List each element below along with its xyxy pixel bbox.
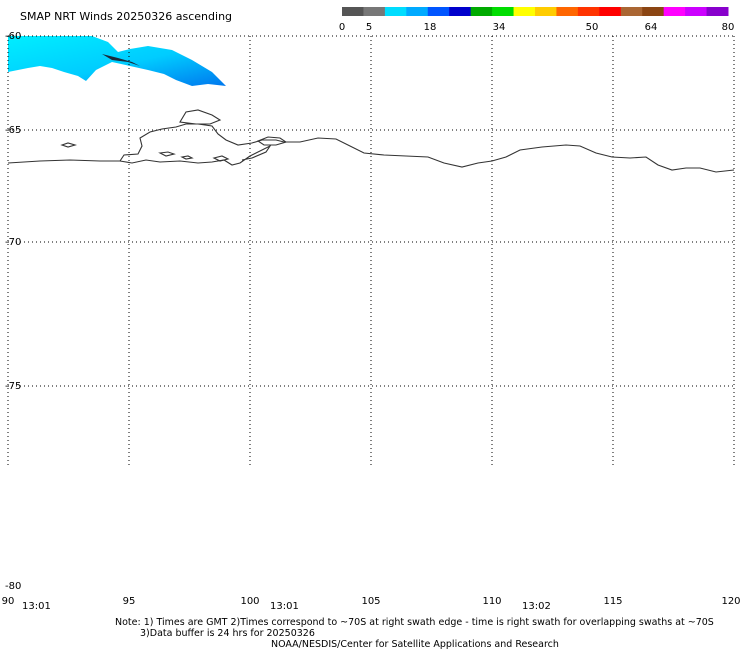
map-title: SMAP NRT Winds 20250326 ascending <box>20 10 232 23</box>
wind-swath-dark-edge <box>102 54 140 66</box>
colorbar-segment <box>685 7 708 16</box>
colorbar-segment <box>535 7 557 16</box>
colorbar-segment <box>384 7 407 16</box>
colorbar-segment <box>427 7 450 16</box>
colorbar-tick-label: 34 <box>493 22 506 33</box>
note-line-2: 3)Data buffer is 24 hrs for 20250326 <box>140 628 315 639</box>
colorbar-tick-label: 64 <box>645 22 658 33</box>
lon-label-95: 95 <box>123 596 136 607</box>
colorbar-segment <box>620 7 643 16</box>
note-line-1: Note: 1) Times are GMT 2)Times correspon… <box>115 617 714 628</box>
lon-label-105: 105 <box>361 596 380 607</box>
colorbar-tick-label: 0 <box>339 22 345 33</box>
colorbar-segment <box>342 7 364 16</box>
lat-label-70s: -70 <box>5 237 21 248</box>
colorbar-segment <box>492 7 515 16</box>
lon-label-90: 90 <box>2 596 15 607</box>
colorbar-segment <box>642 7 665 16</box>
lon-label-100: 100 <box>240 596 259 607</box>
credit-line: NOAA/NESDIS/Center for Satellite Applica… <box>271 639 559 650</box>
lat-label-65s: -65 <box>5 125 21 136</box>
colorbar-segment <box>513 7 536 16</box>
colorbar-segment <box>406 7 429 16</box>
map-gridlines <box>7 35 735 465</box>
time-label: 13:01 <box>270 601 299 612</box>
lat-label-80s: -80 <box>5 581 21 592</box>
lon-label-110: 110 <box>482 596 501 607</box>
colorbar-tick-label: 80 <box>722 22 735 33</box>
colorbar-segment <box>663 7 686 16</box>
time-label: 13:02 <box>522 601 551 612</box>
colorbar-segment <box>577 7 600 16</box>
colorbar-segment <box>706 7 729 16</box>
colorbar-tick-label: 5 <box>366 22 372 33</box>
wind-swath <box>8 36 226 86</box>
colorbar-segment <box>599 7 622 16</box>
colorbar-segment <box>363 7 386 16</box>
lat-label-75s: -75 <box>5 381 21 392</box>
lat-label-60s: -60 <box>5 31 21 42</box>
lon-label-120: 120 <box>721 596 740 607</box>
colorbar-tick-label: 50 <box>586 22 599 33</box>
antarctic-coastline <box>7 109 735 173</box>
colorbar-segment <box>556 7 579 16</box>
colorbar-segment <box>449 7 472 16</box>
colorbar-segment <box>470 7 493 16</box>
time-label: 13:01 <box>22 601 51 612</box>
lon-label-115: 115 <box>603 596 622 607</box>
wind-speed-colorbar: 0 5 18 34 50 64 80 <box>339 7 735 33</box>
colorbar-tick-label: 18 <box>424 22 437 33</box>
